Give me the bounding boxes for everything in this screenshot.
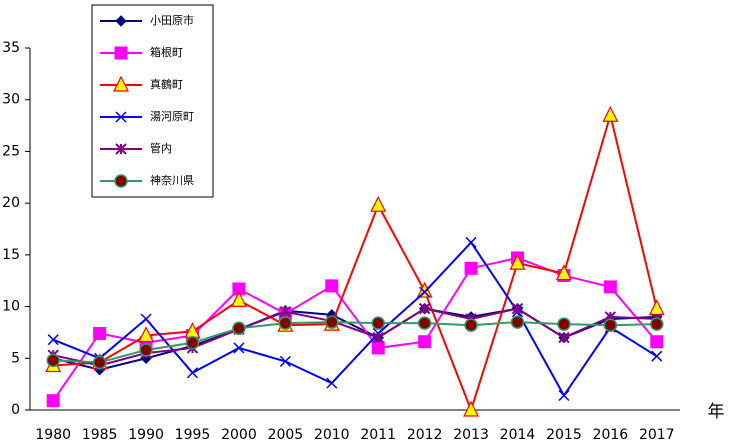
marker	[558, 389, 570, 402]
marker	[114, 174, 128, 188]
x-tick-label: 1990	[128, 427, 164, 443]
marker	[464, 318, 478, 332]
x-tick-label: 2011	[360, 427, 396, 443]
x-tick-label: 2014	[500, 427, 536, 443]
marker	[371, 341, 385, 355]
marker	[602, 105, 619, 122]
legend-label: 箱根町	[150, 45, 183, 59]
marker	[279, 355, 291, 367]
series	[47, 236, 663, 402]
series-line	[53, 111, 658, 414]
marker	[92, 355, 107, 370]
marker	[325, 315, 339, 329]
marker	[370, 195, 387, 212]
y-tick-label: 0	[11, 402, 20, 418]
series-line	[52, 307, 657, 367]
marker	[511, 302, 524, 315]
y-tick-label: 5	[11, 350, 20, 366]
marker	[555, 264, 572, 281]
legend-label: 小田原市	[150, 13, 194, 27]
marker	[140, 313, 152, 325]
marker	[419, 286, 431, 298]
marker	[114, 46, 128, 60]
marker	[185, 336, 200, 350]
marker	[232, 321, 246, 336]
marker	[510, 315, 525, 329]
marker	[115, 143, 127, 155]
marker	[416, 281, 433, 298]
marker	[113, 75, 129, 92]
legend-box	[91, 4, 214, 198]
y-tick-label: 35	[2, 40, 20, 56]
marker	[463, 400, 480, 417]
marker	[115, 15, 127, 27]
legend-label: 神奈川県	[150, 173, 194, 187]
y-tick-label: 20	[2, 195, 20, 211]
marker	[371, 316, 385, 330]
marker	[509, 253, 526, 270]
series	[46, 315, 664, 370]
marker	[372, 331, 384, 344]
marker	[558, 331, 570, 344]
marker	[418, 335, 432, 349]
marker	[603, 280, 617, 294]
marker	[648, 299, 665, 316]
marker	[650, 335, 664, 349]
marker	[326, 377, 338, 389]
marker	[279, 306, 292, 318]
x-tick-label: 2016	[593, 427, 629, 443]
x-tick-label: 1980	[35, 427, 71, 443]
marker	[115, 111, 127, 123]
marker	[465, 236, 477, 248]
marker	[325, 279, 339, 293]
series-line	[52, 240, 658, 398]
marker	[418, 302, 431, 315]
marker	[47, 334, 59, 346]
marker	[139, 343, 153, 357]
x-tick-label: 2000	[221, 427, 257, 443]
x-tick-label: 2005	[268, 427, 304, 443]
series-line	[53, 321, 657, 364]
x-tick-label: 2012	[407, 427, 443, 443]
x-axis-label: 年	[708, 402, 725, 422]
marker	[46, 353, 60, 368]
x-tick-label: 1995	[175, 427, 211, 443]
y-tick-label: 30	[2, 92, 20, 108]
marker	[603, 318, 618, 332]
marker	[464, 261, 478, 275]
marker	[650, 317, 664, 331]
legend-label: 真鶴町	[150, 77, 183, 91]
marker	[93, 326, 107, 340]
x-tick-label: 2013	[453, 427, 489, 443]
marker	[46, 394, 60, 408]
marker	[651, 350, 663, 362]
marker	[278, 316, 293, 330]
legend-label: 湯河原町	[150, 110, 194, 123]
y-tick-label: 25	[2, 143, 20, 159]
x-tick-label: 2010	[314, 427, 350, 443]
legend-label: 管内	[150, 141, 172, 155]
y-tick-label: 15	[2, 247, 20, 263]
y-tick-label: 10	[2, 299, 20, 315]
marker	[417, 316, 432, 330]
x-tick-label: 1985	[82, 427, 118, 443]
marker	[138, 326, 155, 343]
marker	[230, 291, 247, 307]
marker	[186, 367, 199, 379]
marker	[233, 342, 245, 354]
x-tick-label: 2015	[546, 427, 582, 443]
x-tick-label: 2017	[639, 427, 675, 443]
marker	[557, 317, 571, 331]
